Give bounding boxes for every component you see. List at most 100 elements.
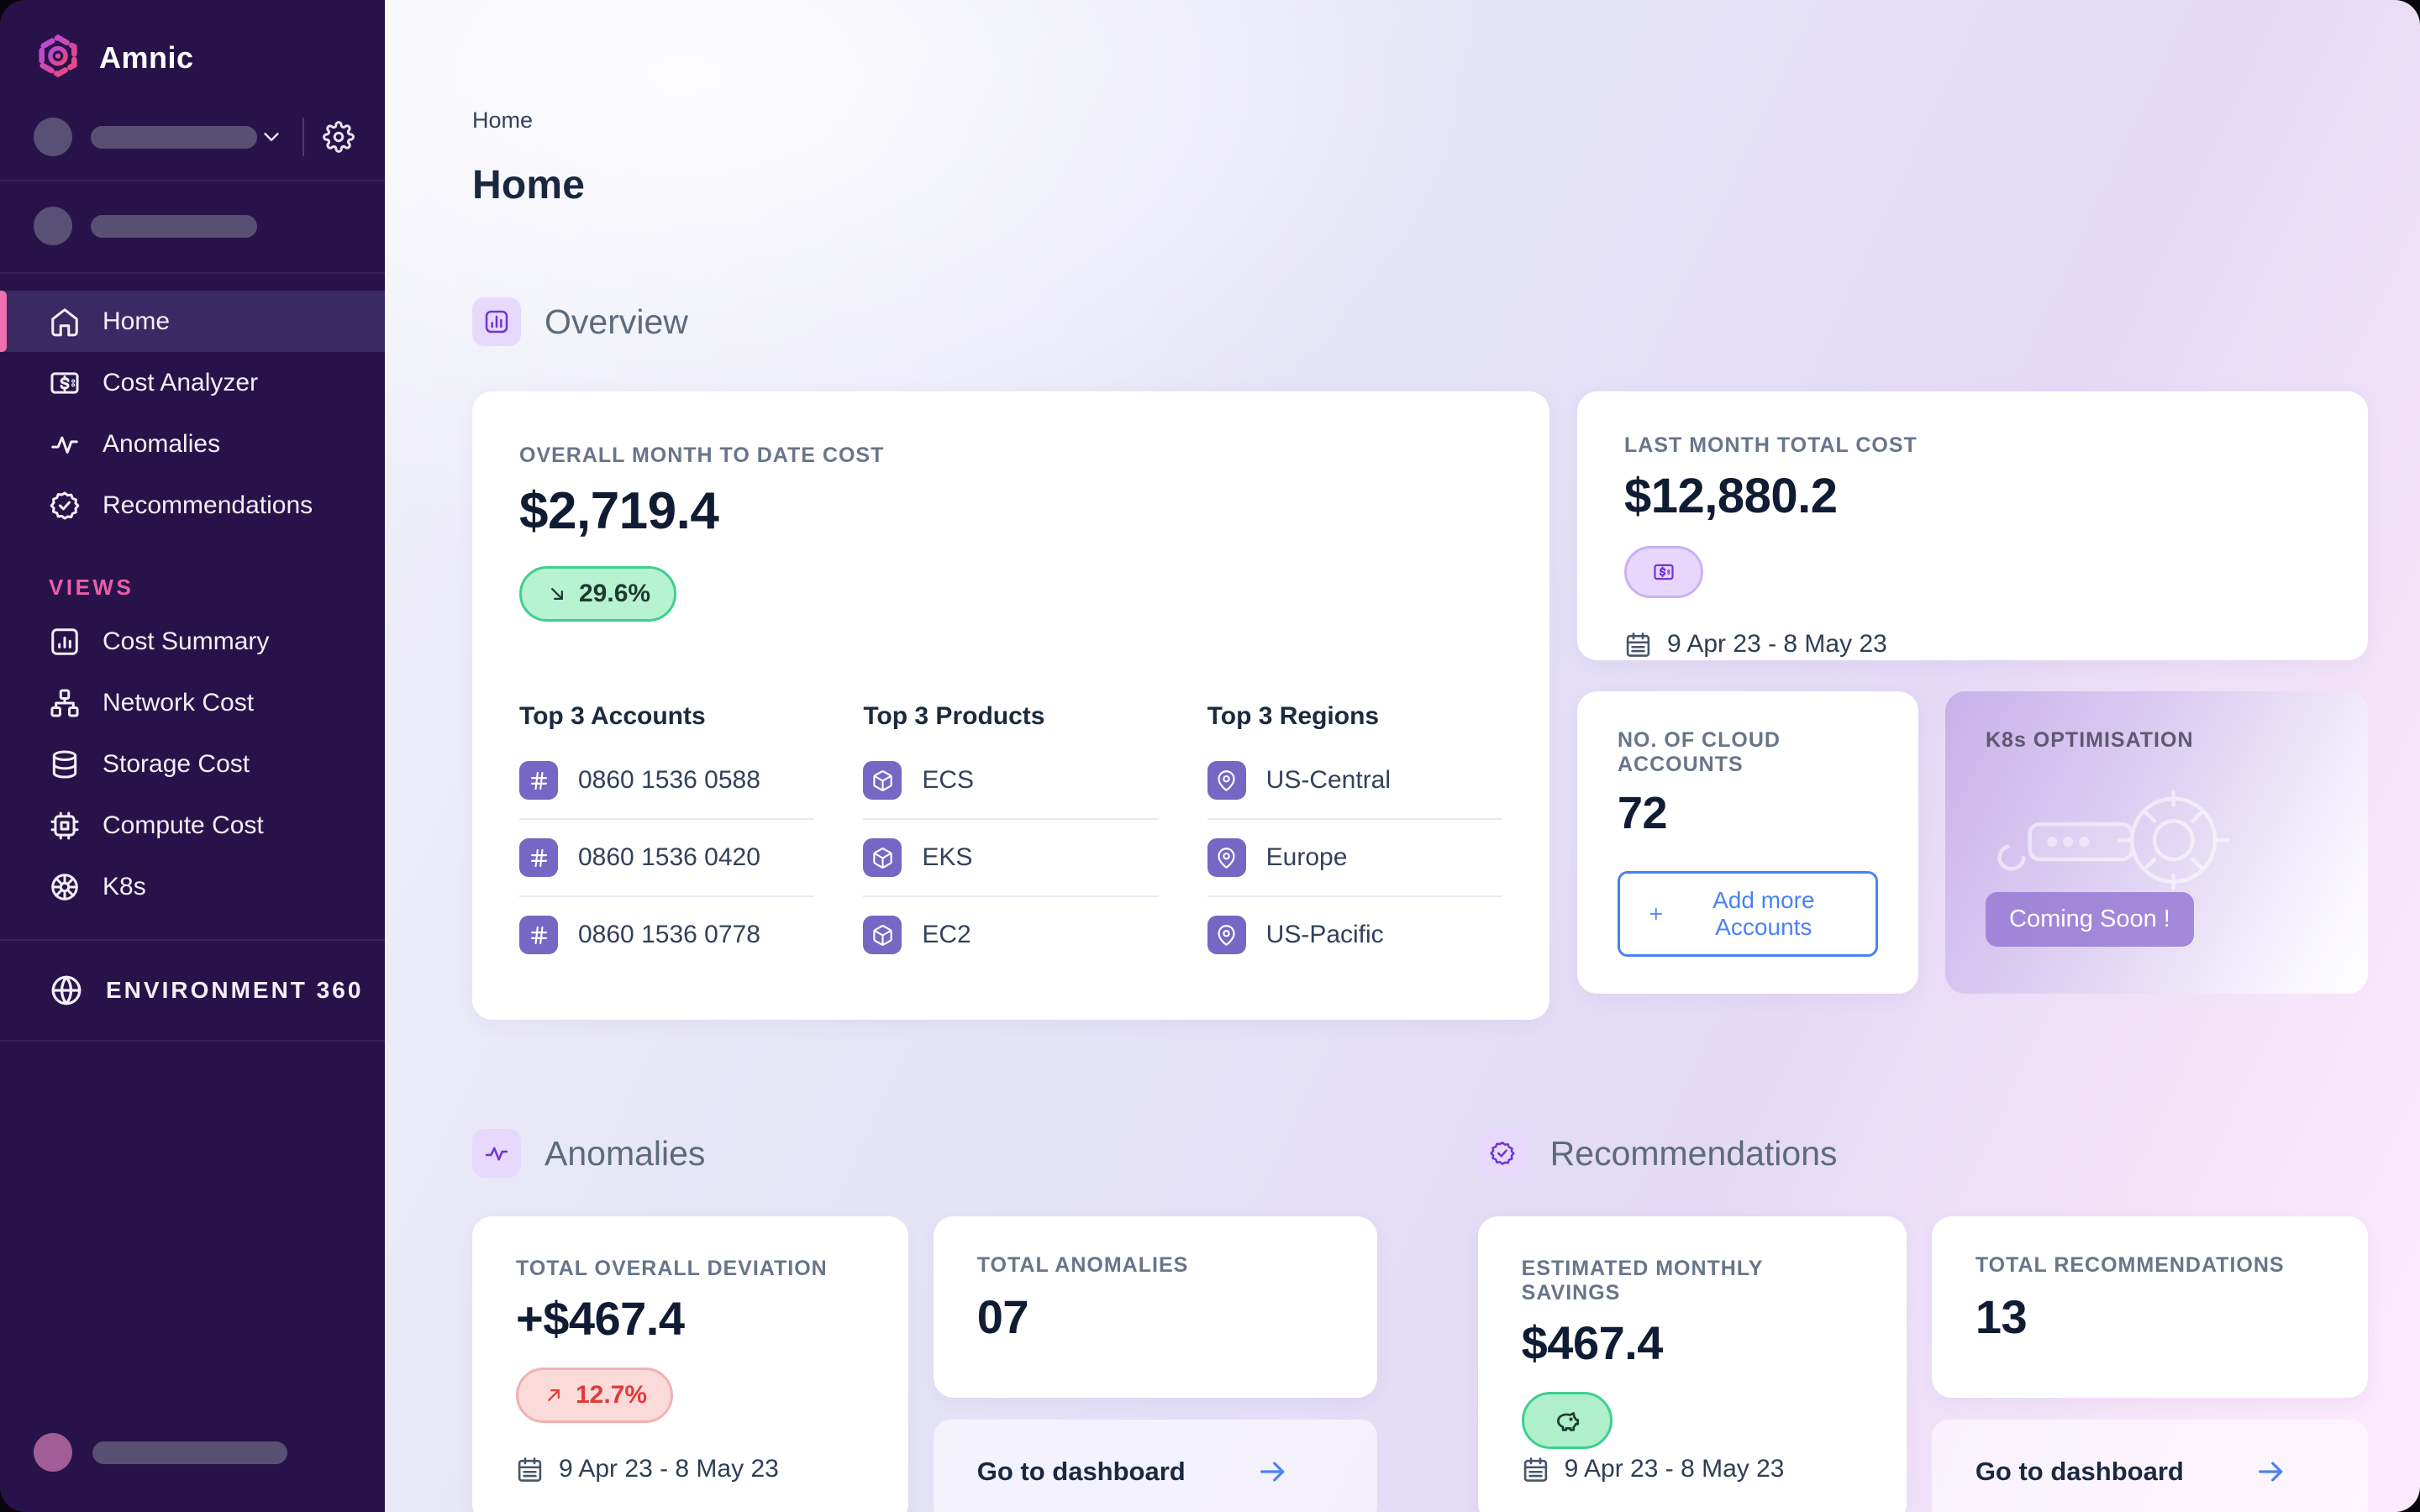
anomalies-section-header: Anomalies (472, 1129, 1377, 1178)
cost-summary-icon (51, 627, 78, 655)
nav-label: Compute Cost (103, 811, 264, 839)
main-nav: Home Cost Analyzer Anomalies Recommendat… (0, 274, 385, 917)
account-id: 0860 1536 0420 (578, 843, 760, 871)
workspace-skeleton-row (0, 181, 385, 272)
account-id: 0860 1536 0588 (578, 766, 760, 794)
sidebar-item-network-cost[interactable]: Network Cost (0, 672, 385, 733)
delta-badge-up: 12.7% (516, 1368, 674, 1423)
sidebar-item-cost-analyzer[interactable]: Cost Analyzer (0, 352, 385, 413)
sidebar-item-storage-cost[interactable]: Storage Cost (0, 733, 385, 795)
network-icon (50, 688, 79, 717)
delta-value: 29.6% (579, 580, 651, 607)
region-name: US-Central (1265, 766, 1392, 794)
nav-label: Cost Summary (103, 627, 270, 655)
nav-label: Recommendations (103, 491, 313, 519)
sidebar-item-recommendations[interactable]: Recommendations (0, 475, 385, 536)
cube-icon (863, 916, 902, 954)
account-id: 0860 1536 0778 (578, 921, 760, 948)
avatar-skeleton (34, 207, 72, 245)
list-item: ECS (863, 743, 1159, 820)
product-name: EKS (922, 843, 973, 871)
cloud-accounts-value: 72 (1618, 788, 1668, 838)
sidebar-item-home[interactable]: Home (0, 291, 385, 352)
nav-label: Network Cost (103, 688, 255, 717)
cost-analyzer-icon (50, 371, 79, 394)
deviation-value: +$467.4 (516, 1292, 685, 1345)
cube-icon (863, 838, 902, 877)
sidebar: Amnic Home Cost Analyzer (0, 0, 385, 1512)
monthly-savings-card: ESTIMATED MONTHLY SAVINGS $467.4 9 Apr 2… (1477, 1216, 1907, 1512)
list-item: 0860 1536 0420 (519, 820, 815, 897)
recommendations-dashboard-link[interactable]: Go to dashboard (1931, 1420, 2368, 1512)
nav-label: Home (103, 307, 171, 335)
server-gear-illustration (1997, 790, 2230, 890)
arrow-right-icon (2258, 1462, 2283, 1482)
cpu-icon (50, 811, 79, 840)
org-selector[interactable] (0, 108, 385, 180)
gear-icon[interactable] (323, 121, 355, 153)
k8s-optimisation-card: K8s OPTIMISATION Coming Soon ! (1945, 691, 2368, 994)
calendar-icon (1523, 1457, 1547, 1482)
sidebar-item-compute-cost[interactable]: Compute Cost (0, 795, 385, 856)
date-range-text: 9 Apr 23 - 8 May 23 (1564, 1455, 1785, 1483)
top3-title: Top 3 Regions (1207, 702, 1380, 730)
product-name: EC2 (922, 921, 971, 948)
total-anomalies-card: TOTAL ANOMALIES 07 (933, 1216, 1377, 1398)
region-name: US-Pacific (1265, 921, 1384, 948)
breadcrumb[interactable]: Home (472, 108, 534, 133)
date-range: 9 Apr 23 - 8 May 23 (1522, 1455, 1785, 1483)
sidebar-item-k8s[interactable]: K8s (0, 856, 385, 917)
plus-icon (1649, 907, 1663, 921)
divider (302, 118, 304, 156)
top3-title: Top 3 Products (863, 702, 1045, 730)
date-range: 9 Apr 23 - 8 May 23 (516, 1455, 779, 1483)
globe-icon (51, 975, 82, 1005)
name-skeleton (91, 214, 257, 238)
list-item: EKS (863, 820, 1159, 897)
list-item: 0860 1536 0778 (519, 897, 814, 973)
org-name-skeleton (91, 125, 257, 149)
cloud-accounts-card: NO. OF CLOUD ACCOUNTS 72 Add more Accoun… (1577, 691, 1918, 994)
badge-check-icon (50, 491, 80, 520)
map-pin-icon (1207, 761, 1246, 800)
map-pin-icon (1207, 916, 1246, 954)
list-item: 0860 1536 0588 (519, 743, 815, 820)
home-icon (51, 307, 78, 336)
top3-products: Top 3 Products ECS EKS EC2 (863, 702, 1159, 973)
chevron-down-icon[interactable] (259, 124, 284, 150)
link-label: Go to dashboard (976, 1457, 1186, 1486)
database-icon (52, 749, 77, 779)
sidebar-item-anomalies[interactable]: Anomalies (0, 413, 385, 475)
date-range-text: 9 Apr 23 - 8 May 23 (559, 1455, 779, 1483)
sidebar-item-cost-summary[interactable]: Cost Summary (0, 611, 385, 672)
card-label: TOTAL OVERALL DEVIATION (516, 1257, 828, 1280)
anomalies-dashboard-link[interactable]: Go to dashboard (933, 1420, 1377, 1512)
date-range-text: 9 Apr 23 - 8 May 23 (1667, 630, 1887, 658)
kubernetes-icon (51, 873, 78, 900)
list-item: US-Central (1207, 743, 1502, 820)
button-label: Add more Accounts (1712, 887, 1815, 940)
savings-badge (1521, 1392, 1612, 1449)
mtd-cost-card: OVERALL MONTH TO DATE COST $2,719.4 29.6… (472, 391, 1549, 1020)
sidebar-item-environment-360[interactable]: ENVIRONMENT 360 (0, 941, 385, 1040)
card-label: TOTAL RECOMMENDATIONS (1975, 1253, 2285, 1277)
add-more-accounts-button[interactable]: Add more Accounts (1618, 871, 1878, 957)
top3-title: Top 3 Accounts (519, 702, 706, 730)
card-label: TOTAL ANOMALIES (976, 1253, 1189, 1277)
map-pin-icon (1207, 838, 1246, 877)
nav-label: Storage Cost (103, 749, 250, 778)
invoice-badge (1624, 546, 1703, 598)
card-label: OVERALL MONTH TO DATE COST (519, 444, 885, 467)
name-skeleton (92, 1441, 287, 1464)
delta-value: 12.7% (576, 1381, 648, 1409)
section-title: Recommendations (1549, 1133, 1838, 1173)
calendar-icon (518, 1457, 542, 1482)
card-label: K8s OPTIMISATION (1986, 728, 2194, 752)
overview-section-header: Overview (472, 297, 2368, 346)
badge-check-icon (1477, 1129, 1527, 1178)
bar-chart-icon (472, 297, 521, 346)
delta-badge-down: 29.6% (519, 566, 677, 622)
list-item: Europe (1207, 820, 1502, 897)
piggy-bank-icon (1556, 1412, 1579, 1431)
